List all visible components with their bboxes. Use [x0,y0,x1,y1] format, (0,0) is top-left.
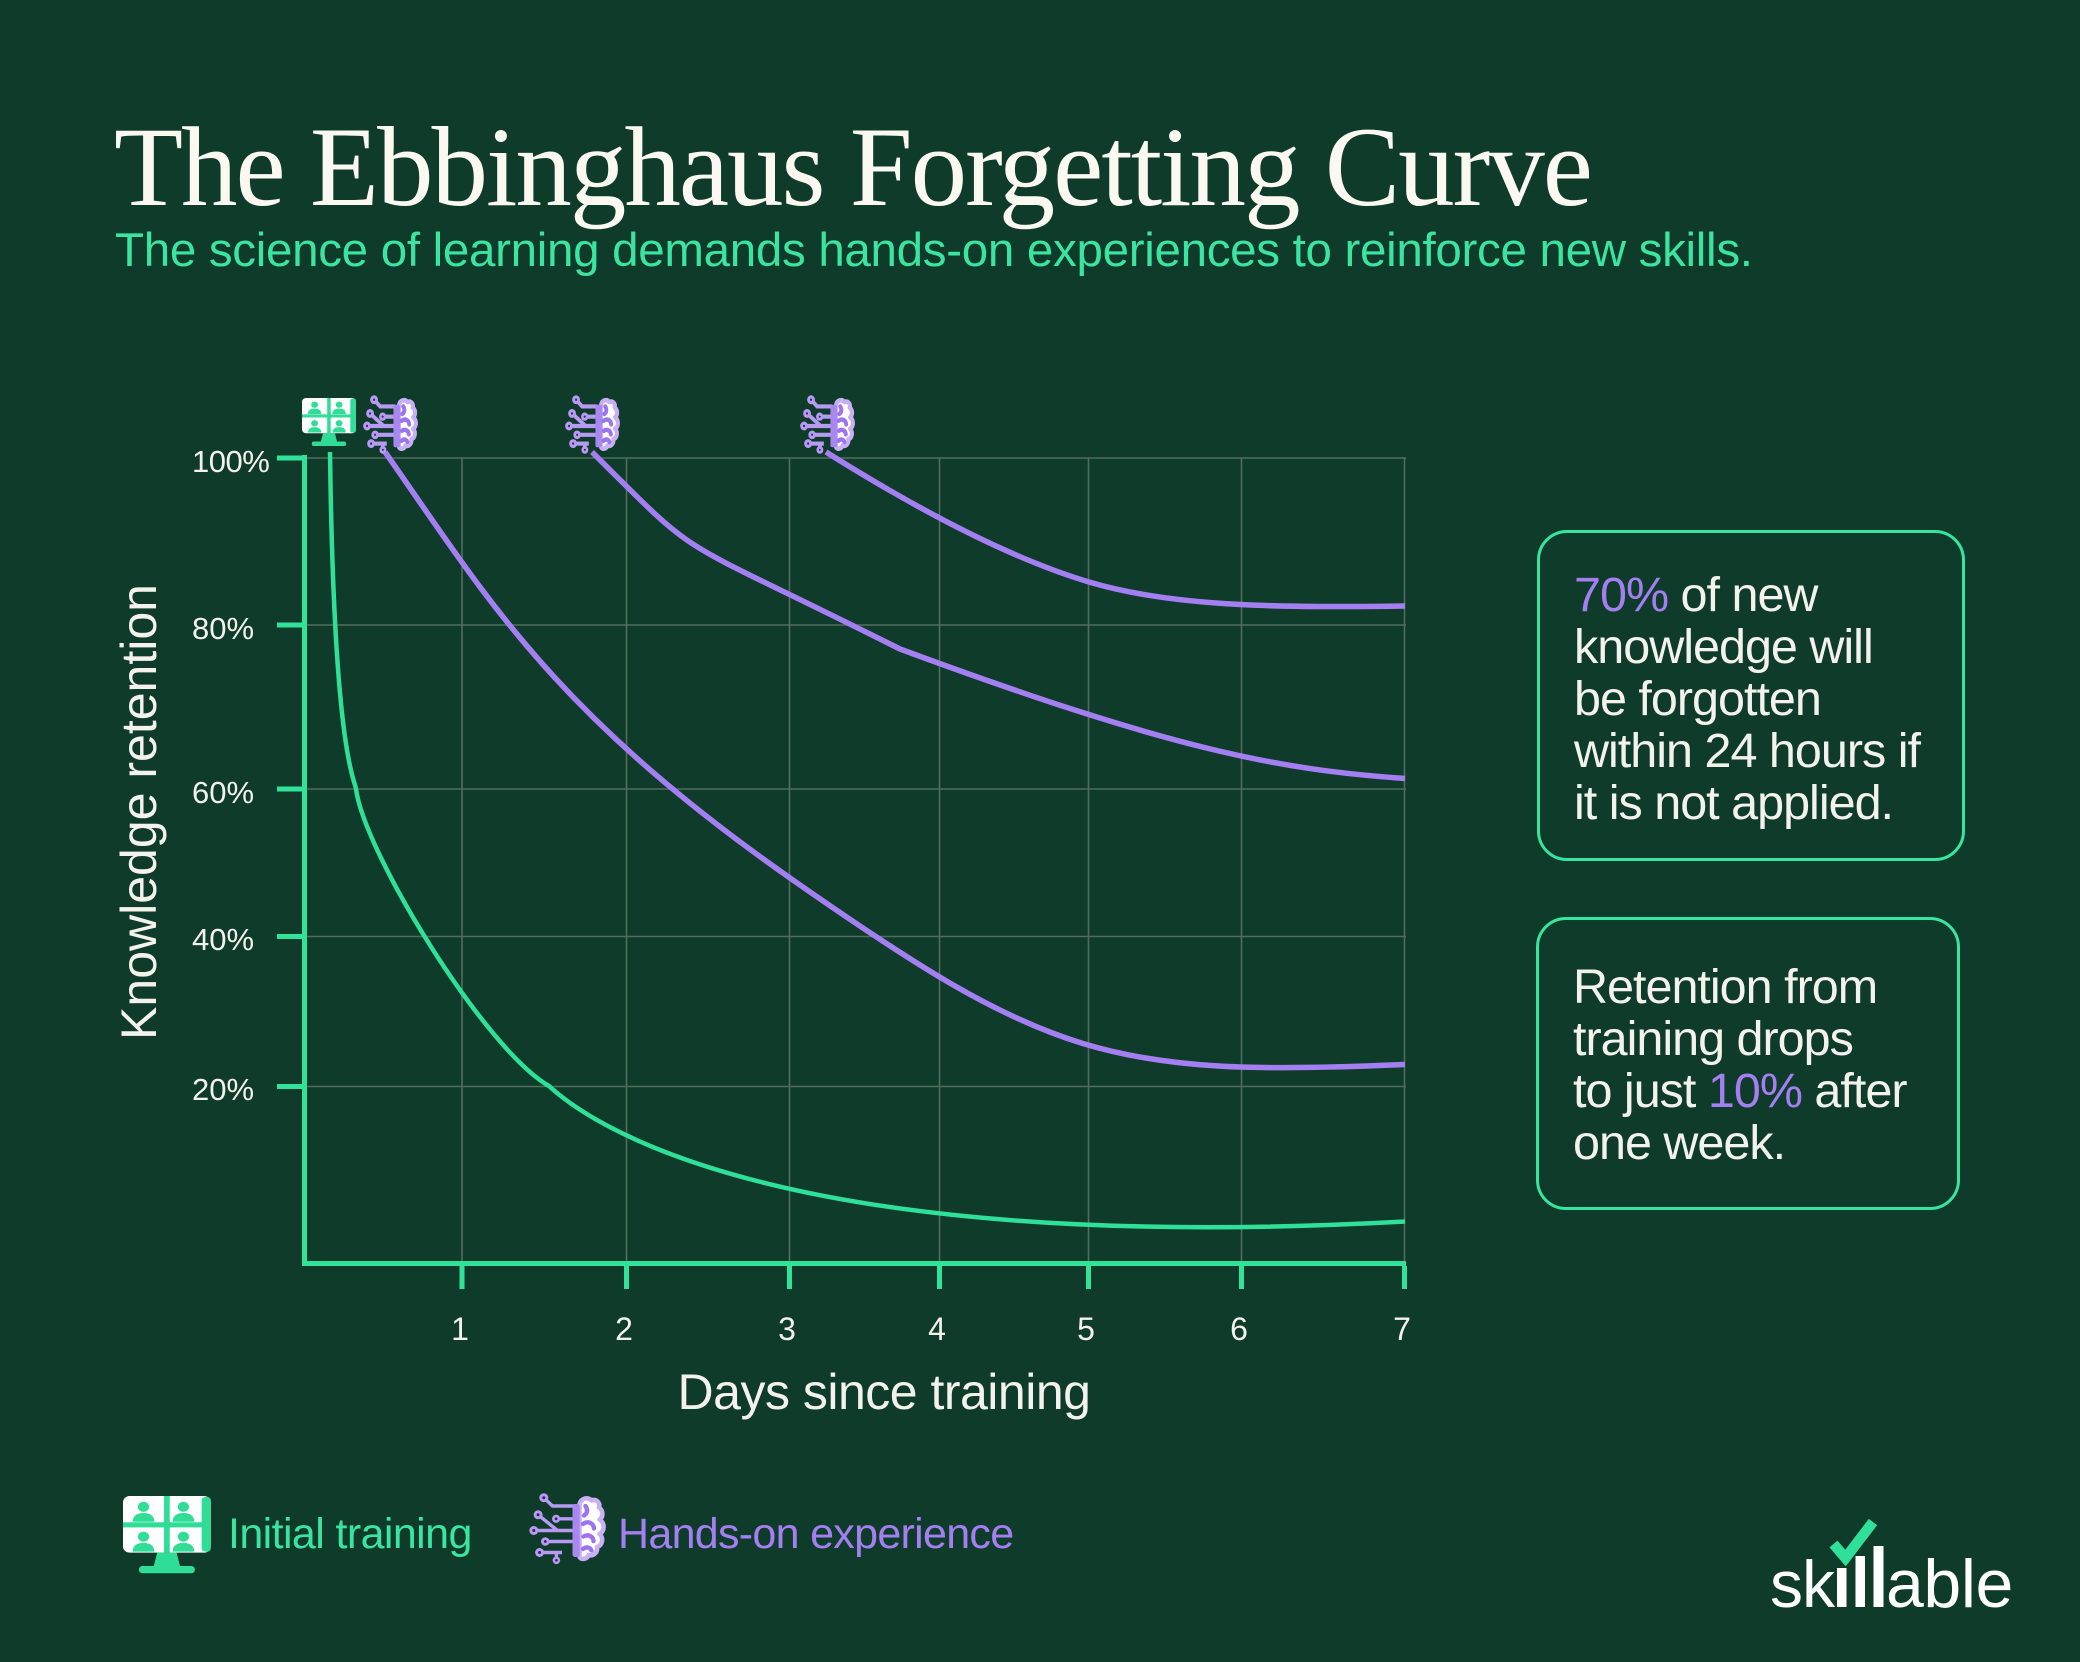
svg-text:sk: sk [1770,1547,1836,1621]
svg-text:able: able [1886,1546,2013,1622]
